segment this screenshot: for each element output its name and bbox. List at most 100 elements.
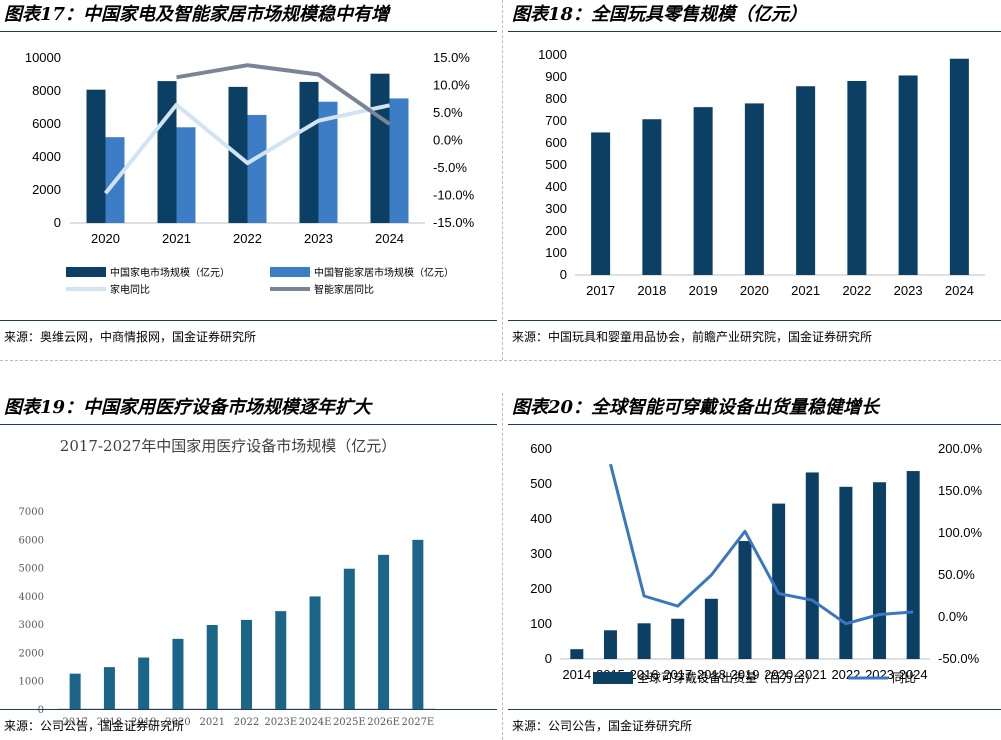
y-tick-label: 200	[530, 581, 552, 596]
legend-label: 家电同比	[110, 283, 150, 296]
y-tick-label: 0	[38, 705, 44, 716]
source-note: 来源：奥维云网，中商情报网，国金证券研究所	[4, 328, 256, 345]
y-tick-label: 0	[560, 267, 567, 282]
chart-home-medical: 2017-2027年中国家用医疗设备市场规模（亿元）01000200030004…	[0, 426, 497, 706]
panel-title: 图表20：全球智能可穿戴设备出货量稳健增长	[512, 393, 879, 423]
y2-tick-label: -10.0%	[433, 188, 475, 203]
x-tick-label: 2023	[304, 231, 333, 246]
bar	[104, 667, 115, 709]
bar	[806, 472, 819, 659]
x-tick-label: 2018	[637, 283, 666, 298]
y2-tick-label: -15.0%	[433, 215, 475, 230]
y-tick-label: 0	[545, 651, 552, 666]
x-tick-label: 2024	[945, 283, 974, 298]
title-divider	[0, 424, 497, 425]
y-tick-label: 400	[545, 179, 567, 194]
legend-swatch	[593, 672, 633, 684]
legend-label: 全球可穿戴设备出货量（百万台）	[637, 670, 817, 685]
separator	[502, 0, 503, 360]
bar	[87, 90, 106, 223]
x-tick-label: 2024E	[299, 717, 332, 728]
series-line	[611, 464, 914, 624]
panel-home-medical: 图表19：中国家用医疗设备市场规模逐年扩大 2017-2027年中国家用医疗设备…	[0, 393, 497, 740]
x-tick-label: 2021	[162, 231, 191, 246]
legend-label: 同比	[892, 671, 916, 685]
legend-label: 智能家居同比	[314, 283, 374, 296]
bar	[772, 504, 785, 659]
legend-swatch	[270, 267, 310, 277]
bar	[248, 115, 267, 223]
source-divider	[0, 320, 497, 321]
y-tick-label: 2000	[19, 648, 44, 659]
y-tick-label: 10000	[25, 50, 61, 65]
y-tick-label: 4000	[32, 149, 61, 164]
separator	[0, 360, 1001, 361]
bar	[899, 75, 918, 275]
panel-toy-retail: 图表18：全国玩具零售规模（亿元） 0100200300400500600700…	[508, 0, 1001, 360]
y-tick-label: 600	[545, 135, 567, 150]
y-tick-label: 200	[545, 223, 567, 238]
x-tick-label: 2023E	[264, 717, 297, 728]
bar	[642, 119, 661, 275]
x-tick-label: 2020	[91, 231, 120, 246]
y-tick-label: 900	[545, 69, 567, 84]
x-tick-label: 2027E	[401, 717, 434, 728]
x-tick-label: 2020	[740, 283, 769, 298]
bar	[172, 639, 183, 709]
bar	[873, 482, 886, 659]
bar	[796, 86, 815, 275]
y-tick-label: 700	[545, 113, 567, 128]
source-note: 来源：中国玩具和婴童用品协会，前瞻产业研究院，国金证券研究所	[512, 328, 872, 345]
bar	[591, 132, 610, 275]
x-tick-label: 2022	[234, 717, 259, 728]
series-line	[177, 65, 390, 124]
y-tick-label: 100	[530, 616, 552, 631]
bar	[371, 74, 390, 223]
x-tick-label: 2022	[831, 667, 860, 682]
y2-tick-label: 10.0%	[433, 78, 470, 93]
bar	[378, 555, 389, 709]
source-note: 来源：公司公告，国金证券研究所	[4, 717, 184, 734]
bar	[745, 103, 764, 275]
bar	[275, 611, 286, 709]
y-tick-label: 100	[545, 245, 567, 260]
y2-tick-label: 200.0%	[938, 441, 983, 456]
title-divider	[508, 424, 1001, 425]
x-tick-label: 2014	[562, 667, 591, 682]
bar	[671, 619, 684, 659]
bar	[241, 620, 252, 709]
bar	[412, 540, 423, 709]
y2-tick-label: -50.0%	[938, 651, 980, 666]
bar	[638, 623, 651, 659]
panel-home-appliance: 图表17：中国家电及智能家居市场规模稳中有增 02000400060008000…	[0, 0, 497, 360]
y-tick-label: 300	[545, 201, 567, 216]
y-tick-label: 4000	[19, 592, 44, 603]
bar	[705, 599, 718, 659]
source-note: 来源：公司公告，国金证券研究所	[512, 717, 692, 734]
bar	[310, 596, 321, 709]
panel-title: 图表19：中国家用医疗设备市场规模逐年扩大	[4, 393, 371, 423]
y2-tick-label: -5.0%	[433, 160, 467, 175]
x-tick-label: 2023	[894, 283, 923, 298]
y2-tick-label: 5.0%	[433, 105, 463, 120]
x-tick-label: 2026E	[367, 717, 400, 728]
bar	[177, 127, 196, 223]
x-tick-label: 2022	[842, 283, 871, 298]
bar	[847, 81, 866, 275]
legend-label: 中国家电市场规模（亿元）	[110, 266, 230, 279]
y2-tick-label: 0.0%	[938, 609, 968, 624]
x-tick-label: 2017	[586, 283, 615, 298]
bar	[158, 81, 177, 223]
bar	[344, 569, 355, 709]
bar	[694, 107, 713, 275]
y-tick-label: 300	[530, 546, 552, 561]
x-tick-label: 2023	[865, 667, 894, 682]
bar	[739, 541, 752, 659]
chart-wearables: 0100200300400500600-50.0%0.0%50.0%100.0%…	[508, 426, 1001, 706]
y-tick-label: 500	[545, 157, 567, 172]
y-tick-label: 1000	[19, 677, 44, 688]
bar	[907, 471, 920, 659]
y2-tick-label: 50.0%	[938, 567, 975, 582]
y-tick-label: 6000	[32, 116, 61, 131]
bar	[839, 487, 852, 659]
